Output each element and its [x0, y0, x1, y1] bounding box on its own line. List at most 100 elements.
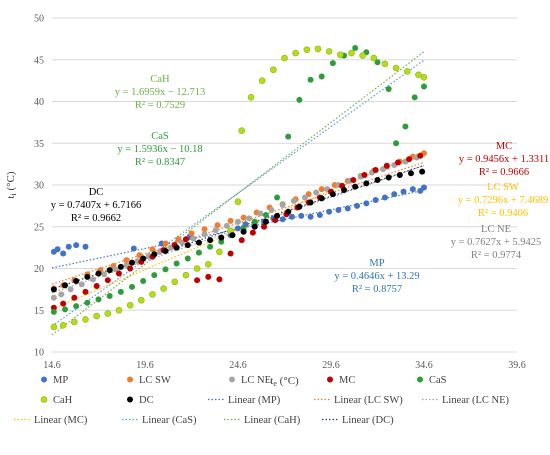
point-cah: [420, 73, 428, 81]
point-lc-sw: [318, 186, 325, 193]
trendline-cah: [51, 51, 425, 336]
legend-marker-mp: [41, 376, 47, 383]
point-cas: [84, 299, 91, 306]
point-mp: [54, 246, 61, 253]
point-dc: [262, 218, 269, 225]
point-dc: [363, 180, 370, 187]
y-tick-label: 50: [34, 14, 44, 25]
point-mc: [249, 229, 256, 236]
point-cas: [173, 260, 180, 267]
y-tick-label: 20: [34, 264, 44, 275]
annot-r2-mp: R² = 0.8757: [352, 284, 402, 295]
point-cas: [151, 272, 158, 279]
annot-equation-mc: y = 0.9456x + 1.3311: [459, 154, 549, 165]
point-lc-ne: [268, 207, 275, 214]
point-dc: [73, 278, 80, 285]
point-mp: [60, 250, 67, 257]
point-dc: [396, 171, 403, 178]
annot-equation-lc-ne: y = 0.7627x + 5.9425: [451, 237, 542, 248]
point-mc: [394, 159, 401, 166]
point-mp: [391, 191, 398, 198]
point-cas: [318, 73, 325, 80]
point-cah: [50, 323, 58, 331]
annot-equation-cah: y = 1.6959x − 12.713: [115, 87, 206, 98]
gridlines: [52, 17, 517, 353]
legend-trend-label-dc: Linear (DC): [342, 415, 394, 426]
legend-marker-mc: [327, 376, 333, 383]
y-tick-label: 45: [34, 55, 44, 66]
point-mc: [261, 223, 268, 230]
point-cas: [128, 283, 135, 290]
point-cas: [207, 243, 214, 250]
point-cas: [140, 278, 147, 285]
y-tick-label: 10: [34, 348, 44, 359]
point-cah: [303, 46, 311, 54]
point-dc: [352, 183, 359, 190]
point-mc: [205, 273, 212, 280]
point-lc-sw: [214, 222, 221, 229]
legend-label-dc: DC: [139, 395, 154, 406]
x-tick-label: 14.6: [43, 360, 61, 371]
point-cah: [270, 66, 277, 74]
y-axis-label: ti (°C): [5, 171, 18, 198]
point-dc: [195, 239, 202, 246]
legend-label-lc-sw: LC SW: [139, 375, 171, 386]
axis-labels: te (°C) ti (°C): [5, 171, 299, 388]
point-dc: [307, 199, 314, 206]
point-lc-ne: [223, 222, 230, 229]
point-mc: [71, 294, 78, 301]
point-cas: [50, 308, 57, 315]
legend-trend-label-mc: Linear (MC): [34, 415, 88, 426]
point-cah: [336, 51, 344, 59]
point-cas: [106, 293, 113, 300]
point-cas: [402, 123, 409, 130]
point-cas: [62, 306, 69, 313]
point-cah: [415, 71, 422, 79]
point-lc-ne: [246, 215, 253, 222]
point-mc: [361, 171, 368, 178]
y-tick-label: 40: [34, 97, 44, 108]
point-cah: [370, 54, 378, 62]
point-cas: [352, 45, 359, 52]
point-dc: [329, 191, 336, 198]
point-mc: [182, 236, 189, 243]
point-lc-ne: [190, 235, 197, 242]
point-cah: [325, 48, 333, 55]
legend-label-cah: CaH: [53, 395, 73, 406]
point-cas: [162, 266, 169, 273]
point-mp: [307, 213, 314, 220]
annot-name-lc-ne: LC NE: [481, 224, 511, 235]
point-mp: [130, 245, 137, 252]
point-dc: [140, 255, 147, 262]
annot-name-mc: MC: [496, 141, 512, 152]
legend-trend-label-lc-ne: Linear (LC NE): [442, 395, 510, 406]
annot-equation-lc-sw: y = 0.7296x + 7.4689: [458, 195, 549, 206]
annot-name-dc: DC: [89, 187, 104, 198]
point-mp: [335, 207, 342, 214]
point-mc: [60, 300, 67, 307]
point-cah: [403, 68, 411, 75]
point-cas: [307, 76, 314, 83]
point-mc: [383, 162, 390, 169]
point-lc-ne: [112, 266, 119, 273]
point-mc: [50, 304, 57, 311]
point-dc: [106, 267, 113, 274]
trendline-lc-sw: [51, 161, 425, 285]
point-cah: [182, 271, 190, 279]
x-tick-label: 24.6: [229, 360, 247, 371]
point-lc-ne: [58, 291, 65, 298]
point-lc-sw: [227, 217, 234, 224]
point-lc-ne: [212, 227, 219, 234]
annot-equation-cas: y = 1.5936x − 10.18: [117, 144, 202, 155]
point-mc: [227, 250, 234, 257]
point-cah: [193, 265, 201, 272]
point-dc: [218, 234, 225, 241]
annot-name-mp: MP: [369, 258, 384, 269]
point-lc-sw: [162, 240, 169, 247]
annot-r2-cah: R² = 0.7529: [135, 100, 185, 111]
point-cah: [392, 64, 400, 72]
point-cas: [262, 212, 269, 219]
point-lc-ne: [89, 276, 96, 283]
point-mp: [82, 243, 89, 250]
